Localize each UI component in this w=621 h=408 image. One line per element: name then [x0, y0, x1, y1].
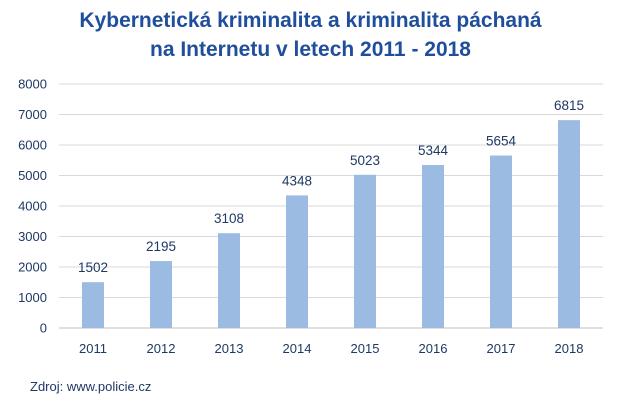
chart-title: Kybernetická kriminalita a kriminalita p…: [0, 6, 621, 64]
y-tick-label-8000: 8000: [18, 77, 47, 92]
x-tick-label-2018: 2018: [555, 341, 584, 356]
x-tick-label-2012: 2012: [147, 341, 176, 356]
bar-2018: [558, 120, 580, 328]
data-label-2017: 5654: [486, 134, 517, 149]
x-tick-label-2016: 2016: [419, 341, 448, 356]
data-label-2011: 1502: [78, 260, 108, 275]
x-tick-label-2014: 2014: [283, 341, 312, 356]
y-tick-label-3000: 3000: [18, 229, 47, 244]
x-tick-label-2013: 2013: [215, 341, 244, 356]
bar-2012: [150, 261, 172, 328]
bar-2014: [286, 195, 308, 328]
data-label-2013: 3108: [214, 211, 244, 226]
x-tick-label-2011: 2011: [79, 341, 107, 356]
data-label-2014: 4348: [282, 173, 312, 188]
bar-2017: [490, 155, 512, 328]
bar-2011: [82, 282, 104, 328]
bar-2016: [422, 165, 444, 328]
bar-2013: [218, 233, 240, 328]
y-tick-label-1000: 1000: [18, 290, 47, 305]
y-tick-label-5000: 5000: [18, 168, 47, 183]
data-label-2012: 2195: [146, 239, 176, 254]
y-tick-label-0: 0: [40, 321, 47, 336]
bar-2015: [354, 174, 376, 328]
x-tick-label-2015: 2015: [351, 341, 380, 356]
y-tick-label-4000: 4000: [18, 199, 47, 214]
source-note: Zdroj: www.policie.cz: [30, 379, 152, 394]
y-tick-label-6000: 6000: [18, 138, 47, 153]
data-label-2016: 5344: [418, 143, 449, 158]
y-tick-label-2000: 2000: [18, 260, 47, 275]
data-label-2015: 5023: [350, 153, 380, 168]
data-label-2018: 6815: [554, 98, 584, 113]
x-tick-label-2017: 2017: [487, 341, 516, 356]
y-tick-label-7000: 7000: [18, 107, 47, 122]
chart-title-line-1: Kybernetická kriminalita a kriminalita p…: [79, 9, 542, 32]
chart-title-line-2: na Internetu v letech 2011 - 2018: [150, 38, 471, 61]
